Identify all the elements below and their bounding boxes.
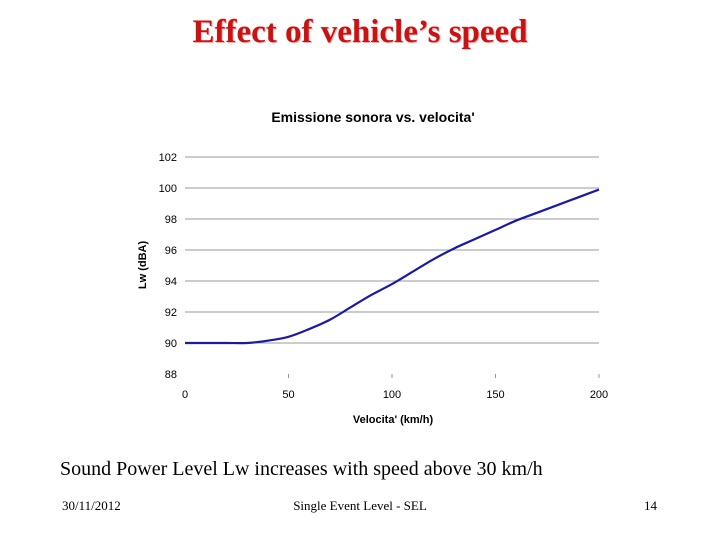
y-tick-label-92: 92 (165, 307, 177, 319)
chart-title: Emissione sonora vs. velocita' (271, 109, 474, 125)
y-tick-label-100: 100 (159, 183, 177, 195)
y-tick-label-88: 88 (165, 369, 177, 381)
x-tick-label-0: 0 (182, 389, 188, 401)
gridlines (185, 156, 599, 344)
footer-title: Single Event Level - SEL (293, 498, 427, 513)
series-layer (185, 188, 600, 345)
y-axis-label: Lw (dBA) (137, 241, 149, 290)
page-number: 14 (644, 498, 657, 513)
x-tick-label-50: 50 (282, 389, 294, 401)
x-axis-label: Velocita' (km/h) (353, 414, 434, 426)
x-tick-labels: 0 50 100 150 200 (182, 374, 608, 401)
x-tick-label-100: 100 (383, 389, 401, 401)
x-tick-label-200: 200 (590, 389, 608, 401)
y-tick-labels: 88 90 92 94 96 98 100 102 (159, 152, 177, 381)
slide-caption: Sound Power Level Lw increases with spee… (60, 458, 543, 480)
y-tick-label-98: 98 (165, 214, 177, 226)
y-tick-label-90: 90 (165, 338, 177, 350)
slide-title: Effect of vehicle’s speed (192, 14, 528, 50)
y-tick-label-94: 94 (165, 276, 177, 288)
y-tick-label-102: 102 (159, 152, 177, 164)
x-tick-label-150: 150 (486, 389, 504, 401)
y-tick-label-96: 96 (165, 245, 177, 257)
footer-date: 30/11/2012 (62, 498, 121, 513)
series-line-Lw (185, 188, 600, 345)
